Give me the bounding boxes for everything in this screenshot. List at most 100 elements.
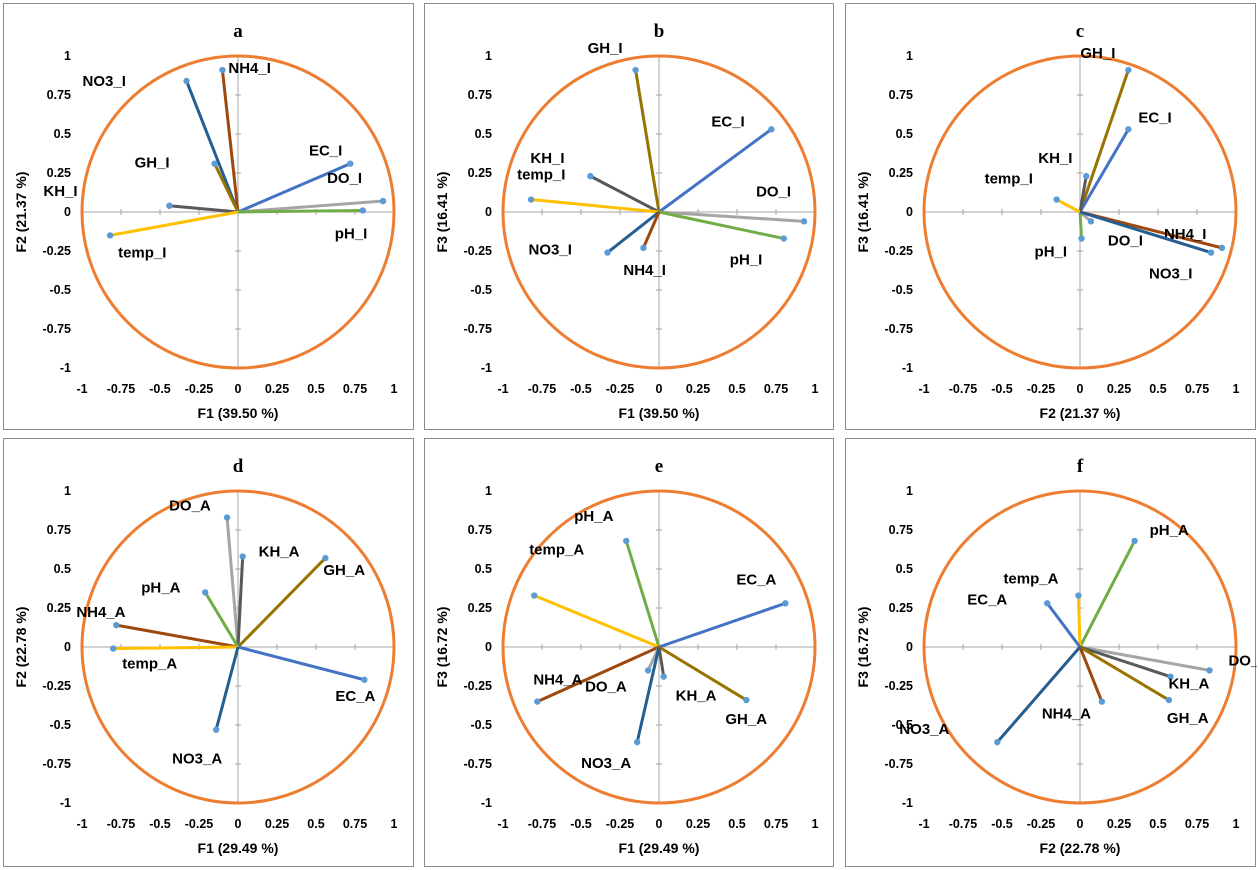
vector-point-pH_I: [780, 235, 787, 242]
x-tick-label: 0.25: [265, 382, 289, 396]
vector-point-NO3_I: [604, 249, 611, 256]
vector-line-KH_I: [1078, 175, 1088, 213]
vector-line-NO3_A: [996, 646, 1082, 744]
y-tick-label: -0.75: [43, 757, 72, 771]
vector-label-EC_A: EC_A: [335, 688, 375, 705]
y-tick-label: 0.75: [47, 88, 71, 102]
vector-point-pH_A: [623, 537, 630, 545]
y-tick-label: 0: [485, 205, 492, 219]
y-tick-label: 0.75: [468, 88, 492, 102]
y-tick-label: -1: [481, 796, 492, 810]
y-axis-title: F3 (16.41 %): [434, 172, 450, 253]
vector-line-KH_A: [1079, 645, 1171, 679]
vector-point-NO3_A: [994, 738, 1001, 746]
x-tick-label: -1: [497, 382, 508, 396]
vector-label-DO_I: DO_I: [756, 183, 791, 200]
y-tick-label: -0.75: [885, 322, 914, 336]
y-tick-label: 0: [485, 640, 492, 654]
y-tick-label: 0.75: [889, 88, 913, 102]
vector-label-NO3_A: NO3_A: [172, 751, 222, 768]
vector-label-KH_I: KH_I: [43, 183, 77, 200]
y-tick-label: 0.25: [468, 166, 492, 180]
vector-point-temp_I: [527, 196, 535, 203]
vector-point-KH_I: [166, 202, 173, 209]
x-tick-label: -0.75: [107, 382, 136, 396]
y-tick-label: 0.25: [889, 166, 913, 180]
y-tick-label: -0.25: [464, 244, 493, 258]
y-axis-title: F2 (22.78 %): [13, 607, 29, 688]
x-tick-label: 0.75: [343, 382, 367, 396]
chart-title-d: d: [233, 456, 244, 477]
vector-point-DO_A: [1206, 667, 1213, 674]
x-tick-label: -1: [918, 817, 929, 831]
y-tick-label: 1: [485, 49, 492, 63]
vector-point-NO3_A: [212, 726, 220, 733]
x-tick-label: 0.25: [686, 382, 710, 396]
y-tick-label: -0.5: [891, 283, 913, 297]
y-tick-label: -0.25: [885, 679, 914, 693]
y-tick-label: -0.5: [470, 283, 492, 297]
chart-title-f: f: [1077, 456, 1084, 477]
y-tick-label: -1: [902, 796, 913, 810]
x-tick-label: 1: [812, 817, 819, 831]
y-tick-label: -0.25: [43, 679, 72, 693]
vector-point-EC_I: [1125, 126, 1132, 133]
y-tick-label: -0.25: [43, 244, 72, 258]
x-tick-label: 0.5: [1149, 817, 1166, 831]
vector-point-DO_I: [1087, 218, 1095, 225]
vector-point-temp_I: [106, 232, 114, 239]
x-tick-label: -0.75: [949, 817, 978, 831]
y-tick-label: -1: [60, 361, 71, 375]
x-tick-label: 1: [812, 382, 819, 396]
y-tick-label: -1: [481, 361, 492, 375]
x-tick-label: -0.5: [149, 382, 171, 396]
chart-panel-c: c 1 0.75 0.5 0.25 0 -0.25 -0.5 -0.75 -1 -1 -0.75 -0.…: [845, 3, 1256, 430]
y-tick-label: 1: [64, 484, 71, 498]
y-tick-label: 0.5: [54, 562, 71, 576]
y-tick-label: 0.25: [47, 601, 71, 615]
y-tick-label: 0: [906, 205, 913, 219]
x-tick-label: 0: [1077, 382, 1084, 396]
vector-line-EC_A: [1046, 602, 1082, 648]
y-tick-label: 0.25: [889, 601, 913, 615]
y-tick-label: -0.25: [464, 679, 493, 693]
vector-label-DO_I: DO_I: [1108, 232, 1143, 249]
vector-line-temp_A: [533, 594, 660, 649]
vector-label-GH_I: GH_I: [588, 40, 623, 57]
y-tick-label: 0.25: [47, 166, 71, 180]
vector-label-pH_I: pH_I: [730, 252, 763, 269]
vector-point-DO_I: [379, 197, 387, 205]
vector-point-pH_A: [1131, 537, 1138, 545]
vector-point-GH_A: [1165, 696, 1173, 704]
vector-line-GH_A: [236, 557, 327, 649]
vector-label-temp_A: temp_A: [1003, 571, 1058, 588]
vector-point-temp_I: [1053, 196, 1060, 203]
y-tick-label: 1: [906, 484, 913, 498]
vector-point-pH_A: [202, 589, 209, 596]
x-tick-label: -0.25: [606, 382, 635, 396]
vector-point-KH_A: [1167, 673, 1174, 680]
chart-svg-e: e 1 0.75 0.5 0.25 0 -0.25 -0.5 -0.75 -1 -1 -0.75 -0.…: [434, 456, 819, 856]
vector-point-GH_I: [1125, 66, 1132, 74]
vector-label-pH_A: pH_A: [141, 579, 180, 596]
vector-point-NH4_I: [640, 244, 647, 252]
y-tick-label: 0.25: [468, 601, 492, 615]
vector-label-KH_A: KH_A: [676, 688, 717, 705]
chart-panel-e: e 1 0.75 0.5 0.25 0 -0.25 -0.5 -0.75 -1 -1 -0.75 -0.…: [424, 438, 834, 867]
y-tick-label: 0.5: [475, 127, 492, 141]
vector-line-pH_I: [658, 210, 785, 240]
chart-svg-a: a 1 0.75 0.5 0.25 0 -0.25 -0.5 -0.75 -1 -1 -0.75 -0.…: [13, 21, 398, 421]
vector-point-NO3_I: [1207, 249, 1215, 256]
x-tick-label: 0.75: [343, 817, 367, 831]
x-tick-label: 0.25: [1107, 382, 1131, 396]
y-tick-label: -0.75: [43, 322, 72, 336]
vector-label-pH_A: pH_A: [1150, 522, 1189, 539]
vector-line-GH_I: [213, 162, 240, 213]
vector-point-KH_A: [239, 553, 246, 560]
vector-line-NH4_A: [116, 623, 239, 649]
y-tick-label: 0.5: [896, 127, 913, 141]
y-axis-title: F3 (16.41 %): [855, 172, 871, 253]
vector-label-pH_I: pH_I: [1035, 244, 1068, 261]
y-tick-label: 0: [64, 640, 71, 654]
vector-line-KH_A: [657, 646, 666, 677]
